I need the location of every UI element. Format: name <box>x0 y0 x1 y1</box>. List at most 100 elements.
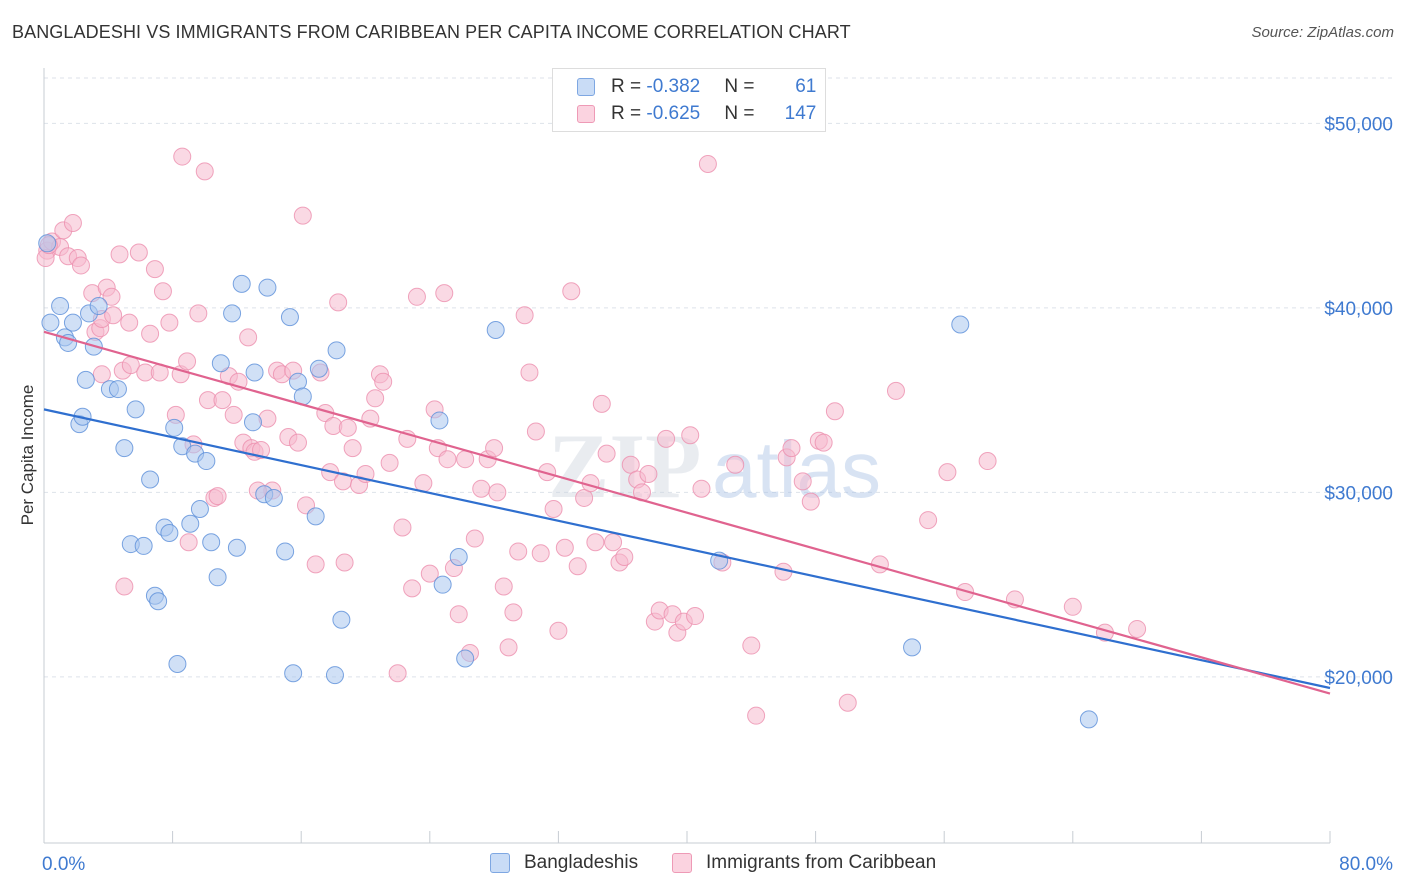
data-point <box>232 274 251 293</box>
data-point <box>129 243 148 262</box>
legend-item-bangladeshis: Bangladeshis <box>490 852 638 874</box>
data-point <box>504 603 523 622</box>
data-point <box>284 664 303 683</box>
legend-swatch-blue <box>577 78 595 96</box>
data-point <box>335 553 354 572</box>
data-point <box>181 514 200 533</box>
data-point <box>288 433 307 452</box>
data-point <box>202 533 221 552</box>
data-point <box>403 579 422 598</box>
data-point <box>168 655 187 674</box>
data-point <box>686 607 705 626</box>
data-point <box>309 359 328 378</box>
data-point <box>329 293 348 312</box>
data-point <box>76 370 95 389</box>
data-point <box>604 533 623 552</box>
data-point <box>108 380 127 399</box>
data-point <box>325 666 344 685</box>
data-point <box>526 422 545 441</box>
data-point <box>102 287 121 306</box>
data-point <box>306 507 325 526</box>
data-point <box>178 352 197 371</box>
data-point <box>245 363 264 382</box>
data-point <box>747 706 766 725</box>
legend-r-value: -0.625 <box>646 103 701 124</box>
data-point <box>1063 597 1082 616</box>
data-point <box>63 313 82 332</box>
data-point <box>919 511 938 530</box>
legend-r-label: R = <box>611 103 647 124</box>
data-point <box>592 394 611 413</box>
data-point <box>488 483 507 502</box>
trend-lines <box>43 330 1331 695</box>
watermark: ZIP atlas <box>548 415 881 517</box>
legend-label: Bangladeshis <box>524 852 639 873</box>
data-point <box>89 297 108 316</box>
legend-swatch-blue <box>490 853 510 873</box>
y-tick-label: $20,000 <box>1324 668 1393 689</box>
data-point <box>211 354 230 373</box>
data-point <box>568 557 587 576</box>
data-point <box>420 564 439 583</box>
legend-swatch-pink <box>577 105 595 123</box>
data-point <box>494 577 513 596</box>
data-point <box>149 592 168 611</box>
y-tick-label: $50,000 <box>1324 114 1393 135</box>
data-point <box>825 402 844 421</box>
data-point <box>120 313 139 332</box>
data-point <box>126 400 145 419</box>
data-point <box>430 411 449 430</box>
data-point <box>938 463 957 482</box>
legend-n-value: 147 <box>784 103 817 124</box>
data-point <box>597 444 616 463</box>
legend-n-label: N = <box>724 76 760 97</box>
data-point <box>223 304 242 323</box>
data-point <box>562 282 581 301</box>
data-point <box>555 538 574 557</box>
data-point <box>838 693 857 712</box>
y-axis-label: Per Capita Income <box>18 384 37 526</box>
data-point <box>239 328 258 347</box>
data-point <box>38 234 57 253</box>
x-tick-label-min: 0.0% <box>42 854 85 875</box>
data-point <box>141 324 160 343</box>
data-point <box>280 308 299 327</box>
data-point <box>726 455 745 474</box>
data-point <box>520 363 539 382</box>
data-point <box>692 479 711 498</box>
legend-r-value: -0.382 <box>646 76 701 97</box>
data-point <box>134 536 153 555</box>
data-point <box>586 533 605 552</box>
trend-line-caribbean <box>43 330 1331 695</box>
y-tick-label: $40,000 <box>1324 299 1393 320</box>
data-point <box>449 605 468 624</box>
axes <box>43 68 1331 844</box>
data-point <box>276 542 295 561</box>
legend-n-value: 61 <box>795 76 817 97</box>
y-tick-label: $30,000 <box>1324 483 1393 504</box>
data-point <box>456 450 475 469</box>
data-point <box>681 426 700 445</box>
data-point <box>657 429 676 448</box>
data-point <box>544 500 563 519</box>
data-point <box>886 381 905 400</box>
data-point <box>814 433 833 452</box>
data-point <box>153 282 172 301</box>
data-point <box>258 278 277 297</box>
data-point <box>63 214 82 232</box>
data-point <box>486 321 505 340</box>
data-point <box>978 452 997 471</box>
data-point <box>160 313 179 332</box>
data-point <box>115 577 134 596</box>
data-point <box>306 555 325 574</box>
legend-r-label: R = <box>611 76 647 97</box>
data-point <box>1128 619 1147 638</box>
data-point <box>104 306 123 325</box>
data-point <box>435 284 454 303</box>
data-point <box>485 439 504 458</box>
data-point <box>782 439 801 458</box>
data-point <box>903 638 922 657</box>
data-point <box>801 492 820 511</box>
data-point <box>388 664 407 683</box>
grid-lines <box>44 77 1394 678</box>
